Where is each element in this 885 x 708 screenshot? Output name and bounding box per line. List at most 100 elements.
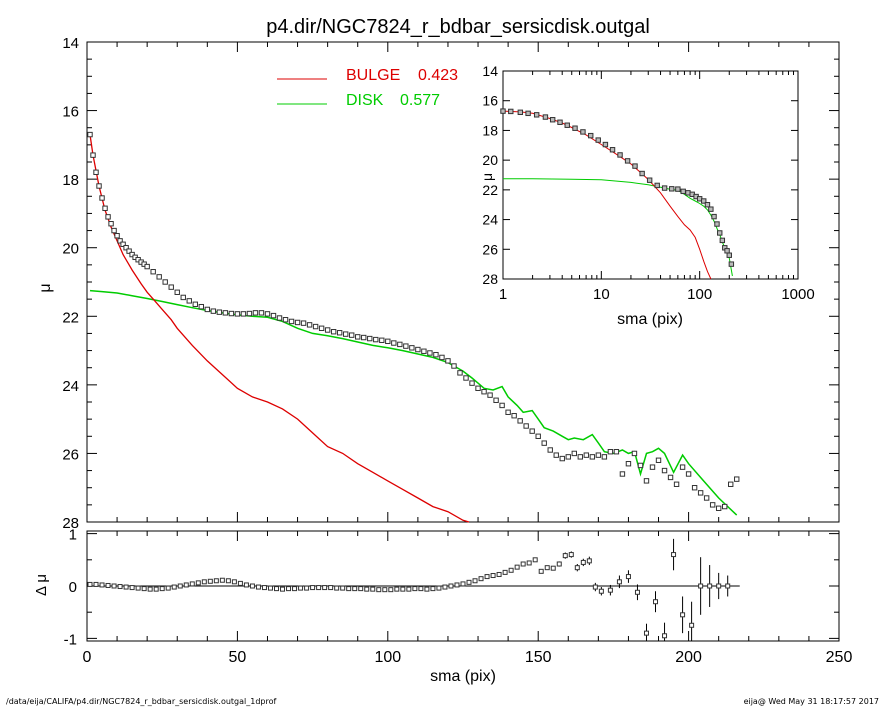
data-point	[174, 289, 180, 295]
data-point	[288, 318, 295, 325]
data-point	[691, 485, 698, 491]
data-point	[294, 319, 301, 326]
inset-y-tick-label: 14	[482, 63, 498, 79]
data-point	[144, 263, 150, 270]
residual-point	[671, 552, 677, 558]
data-point	[445, 358, 451, 364]
residual-point	[370, 586, 376, 592]
residual-point	[123, 584, 129, 590]
data-point	[583, 452, 590, 458]
data-point	[728, 481, 734, 487]
data-point	[409, 345, 415, 351]
inset-x-tick-label: 10	[593, 286, 610, 303]
residual-point	[394, 586, 400, 592]
inset-x-tick-label: 1000	[781, 286, 814, 303]
data-point	[105, 214, 111, 220]
data-point	[336, 330, 343, 336]
data-point	[433, 351, 439, 358]
data-point	[312, 323, 319, 330]
residual-point	[574, 565, 580, 571]
inset-data-point	[549, 117, 556, 123]
data-point	[601, 454, 608, 460]
data-point	[156, 274, 162, 280]
data-point	[222, 310, 229, 316]
x-tick-label: 200	[675, 649, 702, 666]
data-points	[87, 131, 740, 511]
data-point	[547, 447, 553, 453]
inset-data-points	[500, 108, 735, 267]
residual-point	[634, 589, 640, 595]
data-point	[469, 380, 475, 386]
data-point	[349, 332, 355, 338]
inset-y-tick-label: 28	[482, 271, 498, 287]
residual-point	[716, 583, 722, 589]
inset-data-point	[595, 137, 601, 143]
residual-point	[625, 574, 631, 580]
residual-point	[556, 561, 562, 567]
data-point	[111, 227, 117, 234]
data-point	[150, 269, 156, 275]
inset-y-tick-label: 18	[482, 122, 498, 138]
inset-y-tick-label: 16	[482, 93, 498, 109]
data-point	[535, 433, 541, 439]
data-point	[451, 363, 457, 369]
inset-data-point	[714, 221, 720, 227]
residual-point	[177, 583, 183, 589]
data-point	[87, 131, 93, 138]
data-point	[397, 341, 403, 348]
residual-point	[502, 569, 508, 575]
residual-point	[424, 586, 430, 592]
inset-data-point	[617, 152, 623, 158]
data-point	[270, 312, 277, 319]
data-point	[90, 152, 96, 158]
inset-data-point	[654, 182, 660, 189]
residual-point	[334, 585, 340, 591]
data-point	[667, 474, 674, 481]
residual-point	[653, 599, 659, 605]
y-tick-label: 24	[62, 378, 79, 395]
residual-point	[243, 582, 249, 588]
legend-bulge-label: BULGE	[346, 67, 400, 84]
inset-ylabel: μ	[479, 173, 495, 181]
data-point	[649, 464, 656, 470]
data-point	[457, 370, 463, 376]
residual-ylabel: Δ μ	[33, 574, 50, 596]
data-point	[463, 375, 469, 381]
residual-point	[255, 584, 261, 590]
data-point	[330, 329, 337, 335]
data-point	[427, 350, 433, 356]
data-point	[252, 310, 259, 316]
data-point	[517, 418, 523, 424]
inset-data-point	[726, 252, 732, 258]
inset-data-point	[500, 108, 506, 114]
data-point	[240, 311, 247, 317]
inset-data-point	[701, 198, 707, 204]
data-point	[318, 325, 325, 331]
inset-data-point	[661, 185, 668, 191]
data-point	[487, 392, 493, 398]
data-point	[655, 457, 662, 463]
data-point	[493, 397, 499, 403]
data-point	[192, 301, 198, 307]
residual-point	[225, 578, 231, 584]
residual-point	[316, 585, 322, 591]
residual-point	[117, 584, 123, 590]
residual-point	[153, 586, 159, 592]
y-tick-label: 28	[62, 515, 79, 532]
data-point	[643, 478, 650, 484]
residual-point	[328, 585, 334, 591]
residual-point	[568, 552, 574, 558]
chart-title: p4.dir/NGC7824_r_bdbar_sersicdisk.outgal	[266, 16, 650, 38]
data-point	[679, 464, 686, 470]
residual-point	[616, 579, 622, 585]
inset-y-tick-label: 24	[482, 212, 498, 228]
data-point	[577, 454, 584, 460]
residual-point	[460, 581, 466, 587]
residual-point	[526, 560, 532, 566]
residual-point	[249, 583, 255, 589]
data-point	[373, 336, 379, 343]
residual-point	[607, 587, 613, 593]
data-point	[306, 322, 313, 328]
residual-point	[514, 564, 520, 570]
